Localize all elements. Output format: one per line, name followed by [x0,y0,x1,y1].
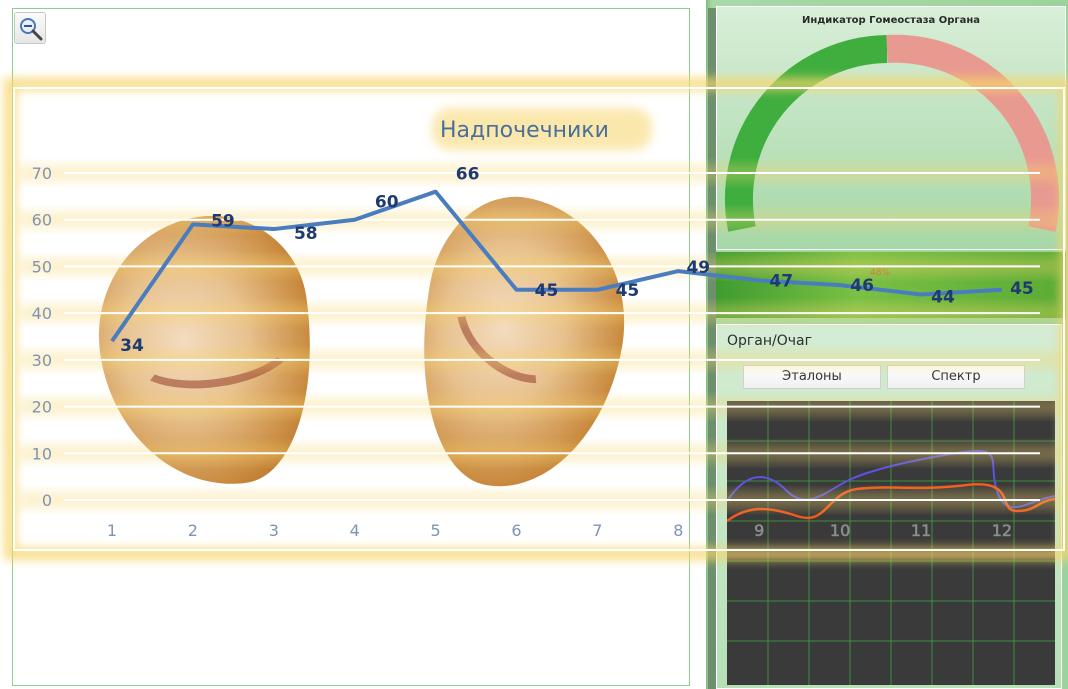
y-tick-label: 40 [32,304,52,323]
data-label: 49 [686,258,710,278]
y-tick-label: 20 [32,398,52,417]
chart-y-axis: 0 10 20 30 40 50 60 70 [32,164,52,510]
data-label: 66 [456,165,480,185]
y-tick-label: 30 [32,351,52,370]
y-tick-label: 60 [32,211,52,230]
gauge-arc [724,34,1060,232]
y-tick-label: 50 [32,257,52,276]
x-tick-label: 7 [592,521,602,540]
chart-gridlines [20,164,1060,509]
y-tick-label: 70 [32,164,52,183]
data-label: 59 [211,211,235,231]
data-label: 58 [294,224,318,244]
data-label: 45 [535,281,559,301]
x-tick-label: 8 [673,521,683,540]
gauge-green-arc [724,35,888,232]
data-label: 45 [616,281,640,301]
data-label: 45 [1010,279,1034,299]
zoom-out-button[interactable] [14,12,46,44]
y-tick-label: 10 [32,444,52,463]
etalony-button[interactable]: Эталоны [743,365,881,389]
data-labels: 34 59 58 60 66 45 45 49 47 46 44 45 [120,165,1034,356]
organ-focus-label: Орган/Очаг [727,333,812,349]
chart-title: Надпочечники [440,118,609,143]
y-tick-label: 0 [42,491,52,510]
x-tick-label: 6 [511,521,521,540]
chart-glow-frame [4,78,1068,560]
gauge-red-arc [886,34,1060,232]
spectrum-orange-line [726,483,1056,523]
data-label: 44 [931,287,955,307]
x-tick-label: 4 [350,521,360,540]
data-label: 47 [769,271,793,291]
chart-title-glow [432,108,652,150]
x-tick-label: 5 [431,521,441,540]
gauge-title: Индикатор Гомеостаза Органа [801,15,981,26]
data-label: 60 [375,193,399,213]
chart-frame [13,87,1065,551]
panel-divider[interactable] [708,8,716,689]
data-label: 46 [850,276,874,296]
chart-x-axis: 1 2 3 4 5 6 7 8 9 10 11 12 [107,521,1012,541]
data-label: 34 [120,336,144,356]
homeostasis-gauge: Индикатор Гомеостаза Органа [716,6,1066,250]
x-tick-label: 11 [911,521,931,540]
x-tick-label: 3 [269,521,279,540]
x-tick-label: 12 [992,521,1012,540]
x-tick-label: 2 [188,521,198,540]
x-tick-label: 1 [107,521,117,540]
x-tick-label: 10 [830,521,850,540]
series-line [110,189,1003,343]
x-tick-label: 9 [754,521,764,540]
